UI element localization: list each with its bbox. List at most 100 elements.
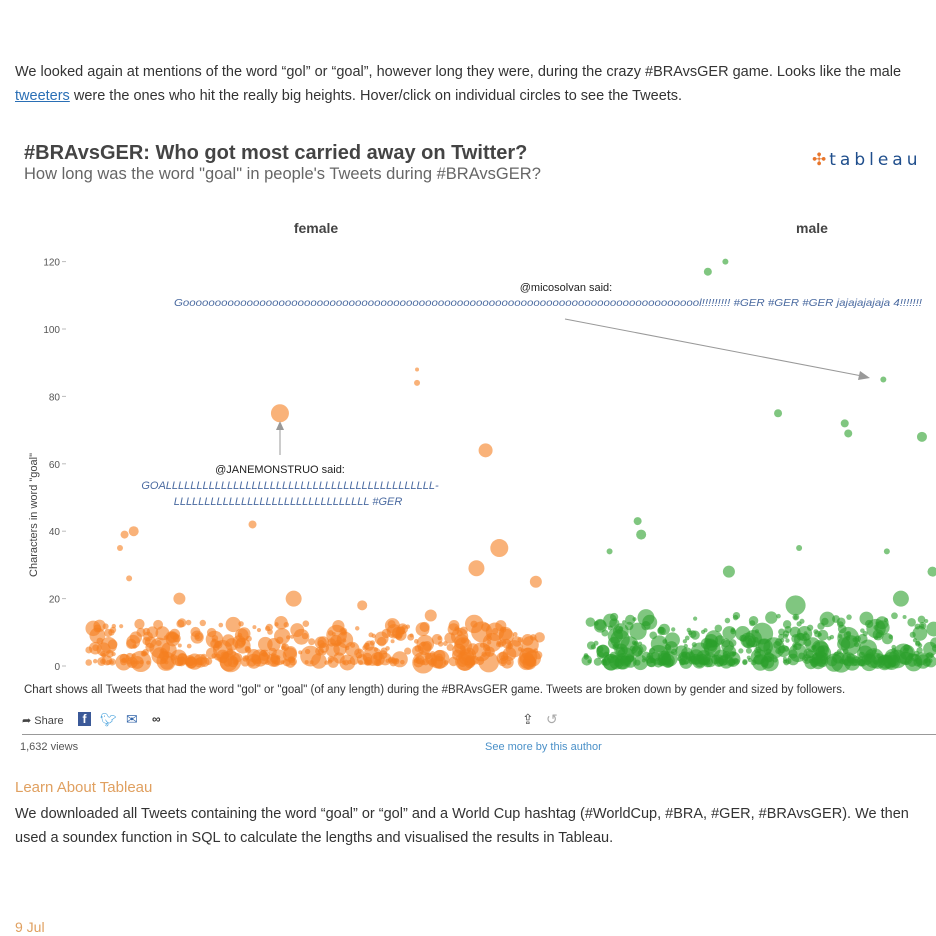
- tweet-point[interactable]: [280, 660, 285, 665]
- tweet-point[interactable]: [285, 590, 302, 607]
- tweet-point[interactable]: [258, 636, 273, 652]
- tweet-point[interactable]: [722, 626, 737, 640]
- tweet-point[interactable]: [916, 647, 923, 654]
- see-more-link[interactable]: See more by this author: [485, 741, 602, 753]
- tweet-point[interactable]: [322, 650, 327, 655]
- tweet-point[interactable]: [792, 613, 800, 621]
- tweet-point[interactable]: [730, 627, 736, 633]
- tweet-point[interactable]: [226, 648, 234, 655]
- tweet-point[interactable]: [603, 613, 618, 628]
- tweet-point[interactable]: [326, 624, 347, 646]
- tweet-point[interactable]: [837, 624, 847, 634]
- tweet-point[interactable]: [395, 626, 405, 636]
- tweet-point[interactable]: [470, 655, 480, 665]
- tweet-point[interactable]: [863, 648, 884, 668]
- tweet-point[interactable]: [415, 622, 430, 637]
- tweet-point[interactable]: [414, 379, 421, 386]
- tweet-point[interactable]: [101, 652, 107, 658]
- tweet-point[interactable]: [840, 635, 861, 656]
- tweet-point[interactable]: [274, 622, 279, 627]
- share-button[interactable]: ➦ Share: [22, 714, 64, 727]
- tweet-point[interactable]: [413, 658, 418, 663]
- tweet-point[interactable]: [442, 641, 448, 646]
- tweet-point[interactable]: [819, 611, 836, 628]
- revert-icon[interactable]: ↺: [546, 711, 558, 727]
- tweet-point[interactable]: [926, 621, 936, 637]
- tweet-point[interactable]: [533, 648, 539, 654]
- tweet-point[interactable]: [390, 639, 395, 644]
- tweet-point[interactable]: [498, 626, 513, 641]
- tweet-point[interactable]: [422, 641, 433, 651]
- tweet-point[interactable]: [780, 638, 785, 643]
- tweet-point[interactable]: [377, 636, 387, 647]
- tweet-point[interactable]: [218, 622, 224, 628]
- tweet-point[interactable]: [686, 627, 692, 633]
- tweet-point[interactable]: [649, 647, 656, 655]
- tweet-point[interactable]: [891, 612, 898, 620]
- tweet-point[interactable]: [724, 617, 731, 624]
- tweet-point[interactable]: [424, 609, 437, 622]
- tweet-point[interactable]: [378, 650, 388, 659]
- tweet-point[interactable]: [698, 659, 705, 666]
- tweet-point[interactable]: [357, 600, 368, 611]
- tweet-point[interactable]: [478, 651, 500, 673]
- tweet-point[interactable]: [593, 640, 599, 646]
- tweet-point[interactable]: [301, 632, 309, 640]
- tweet-point[interactable]: [443, 660, 449, 665]
- tweet-point[interactable]: [740, 632, 757, 649]
- tweet-point[interactable]: [682, 639, 688, 644]
- tweet-point[interactable]: [470, 620, 478, 628]
- tweet-point[interactable]: [327, 630, 334, 636]
- tweet-point[interactable]: [899, 651, 913, 666]
- tweet-point[interactable]: [785, 595, 806, 616]
- tweet-point[interactable]: [732, 614, 739, 621]
- tweet-point[interactable]: [875, 621, 880, 626]
- tweet-point[interactable]: [585, 617, 596, 627]
- tweet-point[interactable]: [774, 409, 783, 418]
- tweet-point[interactable]: [721, 639, 734, 653]
- tweet-point[interactable]: [838, 634, 843, 639]
- tweet-point[interactable]: [817, 629, 829, 641]
- tweet-point[interactable]: [414, 639, 419, 644]
- tweet-point[interactable]: [916, 431, 927, 442]
- tweet-point[interactable]: [457, 657, 468, 667]
- tweet-point[interactable]: [126, 638, 137, 649]
- tweet-point[interactable]: [596, 644, 610, 658]
- tweet-point[interactable]: [248, 520, 257, 529]
- tweet-point[interactable]: [765, 611, 778, 624]
- tweet-point[interactable]: [637, 609, 655, 627]
- tweet-point[interactable]: [624, 621, 634, 631]
- tweet-point[interactable]: [714, 624, 723, 633]
- tweet-point[interactable]: [219, 656, 228, 664]
- tweet-point[interactable]: [115, 653, 132, 671]
- tweet-point[interactable]: [787, 653, 799, 666]
- tweet-point[interactable]: [385, 646, 390, 651]
- tweet-point[interactable]: [742, 659, 748, 665]
- tweet-point[interactable]: [783, 645, 790, 652]
- tweet-point[interactable]: [362, 645, 368, 651]
- tweet-point[interactable]: [459, 645, 466, 651]
- tweet-point[interactable]: [347, 659, 352, 665]
- tweet-point[interactable]: [754, 629, 760, 634]
- tweet-point[interactable]: [93, 624, 102, 633]
- tweet-point[interactable]: [853, 641, 860, 648]
- link-icon[interactable]: ∞: [152, 712, 161, 726]
- tweet-point[interactable]: [704, 659, 711, 666]
- tweet-point[interactable]: [658, 623, 670, 636]
- tweet-point[interactable]: [512, 631, 518, 637]
- tweet-point[interactable]: [92, 658, 98, 664]
- tweet-point[interactable]: [716, 658, 724, 667]
- tweet-point[interactable]: [362, 652, 372, 663]
- tweet-point[interactable]: [839, 658, 845, 665]
- tweet-point[interactable]: [914, 623, 921, 630]
- tweet-point[interactable]: [803, 648, 814, 659]
- learn-about-tableau-link[interactable]: Learn About Tableau: [15, 779, 153, 796]
- tweet-point[interactable]: [120, 530, 129, 539]
- tweet-point[interactable]: [357, 649, 362, 654]
- email-icon[interactable]: ✉: [126, 711, 138, 727]
- tweet-point[interactable]: [902, 647, 909, 654]
- tweet-point[interactable]: [778, 633, 785, 640]
- tweet-point[interactable]: [814, 655, 823, 664]
- tweet-point[interactable]: [653, 657, 664, 668]
- tweet-point[interactable]: [415, 655, 425, 665]
